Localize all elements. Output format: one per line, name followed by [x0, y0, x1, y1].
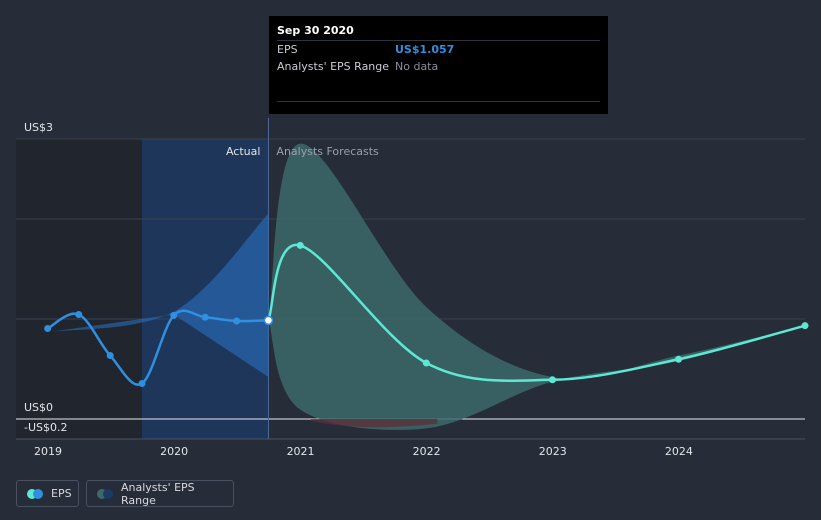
tooltip-date: Sep 30 2020	[277, 24, 354, 37]
eps-actual-point-5	[201, 313, 209, 321]
legend-analysts-eps-range[interactable]: Analysts' EPS Range	[86, 480, 234, 507]
y-axis-label-0: US$3	[24, 121, 53, 134]
tooltip-range-row: Analysts' EPS Range No data	[277, 58, 600, 75]
eps-actual-point-2	[106, 352, 114, 360]
eps-actual-point-3	[138, 380, 146, 388]
y-axis-label-1: US$0	[24, 401, 53, 414]
eps-actual-point-0	[44, 324, 52, 332]
eps-actual-point-4	[170, 311, 178, 319]
eps-actual-point-1	[75, 310, 83, 318]
legend-range-swatch-icon	[97, 488, 113, 499]
label-layer: US$3 US$0 -US$0.2 2019 2020 2021 2022 2023 2024 A…	[24, 121, 693, 458]
eps-forecast-point-0	[296, 241, 304, 249]
tooltip-divider	[277, 101, 600, 102]
negative-range-band	[310, 419, 438, 428]
legend-eps-swatch-icon	[27, 488, 43, 499]
x-tick-label-2023: 2023	[539, 445, 567, 458]
eps-actual-point-7	[263, 315, 274, 326]
actual-range-band	[47, 213, 269, 377]
x-tick-label-2021: 2021	[287, 445, 315, 458]
eps-forecast-point-3	[675, 355, 683, 363]
tooltip-range-label: Analysts' EPS Range	[277, 60, 390, 73]
actual-label: Actual	[226, 145, 260, 158]
forecasts-label: Analysts Forecasts	[276, 145, 379, 158]
tooltip-eps-value: US$1.057	[395, 43, 455, 56]
tooltip: Sep 30 2020 EPS US$1.057 Analysts' EPS R…	[269, 16, 608, 114]
band-layer	[47, 143, 805, 430]
y-axis-label-2: -US$0.2	[24, 421, 68, 434]
tooltip-eps-row: EPS US$1.057	[277, 40, 600, 58]
forecast-range-band	[268, 143, 805, 430]
tooltip-range-value: No data	[395, 60, 439, 73]
tooltip-eps-label: EPS	[277, 43, 298, 56]
line-layer	[44, 241, 809, 388]
x-tick-label-2024: 2024	[665, 445, 693, 458]
legend-eps-label: EPS	[51, 487, 72, 500]
eps-forecast-point-2	[548, 376, 556, 384]
x-tick-label-2020: 2020	[160, 445, 188, 458]
eps-forecast-point-1	[422, 359, 430, 367]
past-shade-dark	[16, 139, 142, 439]
eps-forecast-point-4	[801, 322, 809, 330]
x-tick-label-2022: 2022	[413, 445, 441, 458]
legend-range-label: Analysts' EPS Range	[121, 480, 195, 507]
eps-actual-point-6	[233, 317, 241, 325]
x-tick-label-2019: 2019	[34, 445, 62, 458]
legend-eps[interactable]: EPS	[16, 480, 79, 507]
